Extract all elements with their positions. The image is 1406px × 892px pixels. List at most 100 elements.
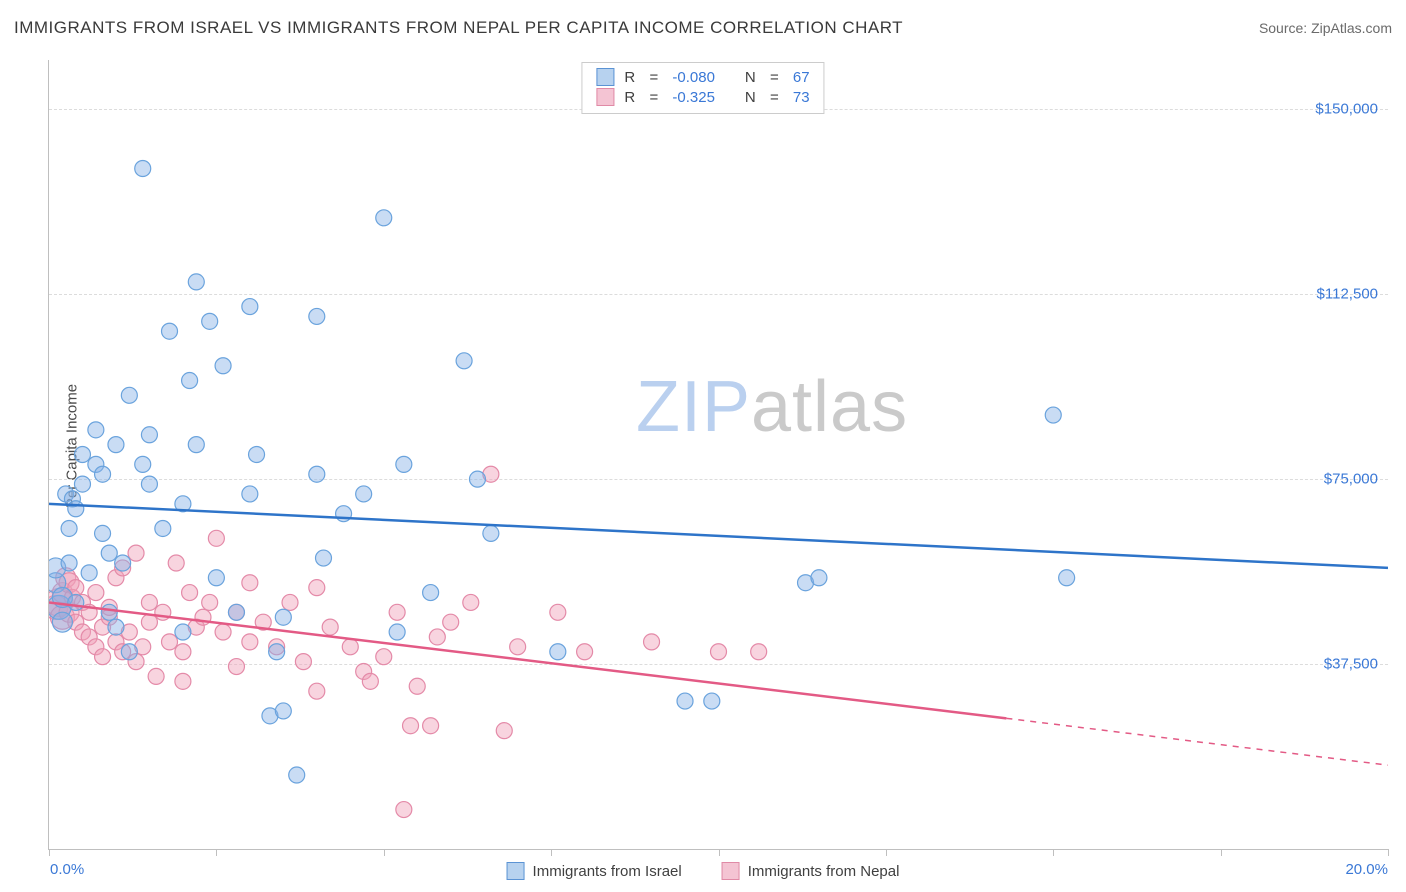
legend-item-nepal: Immigrants from Nepal (722, 862, 900, 880)
legend-row-nepal: R = -0.325 N = 73 (596, 87, 809, 107)
data-point (469, 471, 485, 487)
data-point (463, 594, 479, 610)
data-point (275, 609, 291, 625)
data-point (135, 456, 151, 472)
data-point (74, 476, 90, 492)
data-point (550, 604, 566, 620)
data-point (155, 520, 171, 536)
x-tick (719, 849, 720, 856)
data-point (289, 767, 305, 783)
data-point (309, 580, 325, 596)
data-point (95, 525, 111, 541)
swatch-israel-icon (596, 68, 614, 86)
swatch-nepal-icon (596, 88, 614, 106)
data-point (61, 555, 77, 571)
x-tick (886, 849, 887, 856)
data-point (208, 570, 224, 586)
data-point (396, 456, 412, 472)
data-point (342, 639, 358, 655)
data-point (295, 654, 311, 670)
data-point (483, 525, 499, 541)
data-point (101, 545, 117, 561)
data-point (275, 703, 291, 719)
data-point (188, 437, 204, 453)
data-point (228, 659, 244, 675)
data-point (362, 673, 378, 689)
data-point (95, 466, 111, 482)
correlation-legend: R = -0.080 N = 67 R = -0.325 N = 73 (581, 62, 824, 114)
data-point (423, 718, 439, 734)
data-point (577, 644, 593, 660)
x-tick (1053, 849, 1054, 856)
data-point (188, 274, 204, 290)
data-point (409, 678, 425, 694)
data-point (175, 644, 191, 660)
data-point (141, 614, 157, 630)
series-legend: Immigrants from Israel Immigrants from N… (507, 862, 900, 880)
regression-line (49, 602, 1006, 718)
swatch-nepal-icon (722, 862, 740, 880)
data-point (249, 447, 265, 463)
data-point (242, 575, 258, 591)
data-point (175, 673, 191, 689)
data-point (376, 649, 392, 665)
data-point (242, 634, 258, 650)
data-point (389, 604, 405, 620)
data-point (322, 619, 338, 635)
data-point (356, 486, 372, 502)
x-tick (1388, 849, 1389, 856)
data-point (182, 585, 198, 601)
data-point (644, 634, 660, 650)
x-tick (551, 849, 552, 856)
swatch-israel-icon (507, 862, 525, 880)
data-point (175, 624, 191, 640)
data-point (242, 299, 258, 315)
data-point (61, 520, 77, 536)
data-point (242, 486, 258, 502)
x-tick (216, 849, 217, 856)
data-point (202, 313, 218, 329)
data-point (1059, 570, 1075, 586)
data-point (108, 437, 124, 453)
data-point (168, 555, 184, 571)
x-tick (1221, 849, 1222, 856)
data-point (182, 373, 198, 389)
x-tick (384, 849, 385, 856)
data-point (429, 629, 445, 645)
legend-label: Immigrants from Israel (533, 863, 682, 880)
data-point (121, 387, 137, 403)
data-point (1045, 407, 1061, 423)
source-attribution: Source: ZipAtlas.com (1259, 20, 1392, 36)
data-point (68, 501, 84, 517)
data-point (496, 723, 512, 739)
data-point (215, 358, 231, 374)
data-point (88, 585, 104, 601)
data-point (141, 427, 157, 443)
legend-row-israel: R = -0.080 N = 67 (596, 67, 809, 87)
data-point (141, 594, 157, 610)
regression-line (49, 504, 1388, 568)
data-point (711, 644, 727, 660)
data-point (677, 693, 693, 709)
data-point (309, 466, 325, 482)
data-point (811, 570, 827, 586)
data-point (704, 693, 720, 709)
data-point (101, 604, 117, 620)
data-point (128, 545, 144, 561)
data-point (141, 476, 157, 492)
data-point (403, 718, 419, 734)
data-point (52, 612, 72, 632)
data-point (68, 594, 84, 610)
data-point (269, 644, 285, 660)
legend-label: Immigrants from Nepal (748, 863, 900, 880)
x-axis-min-label: 0.0% (50, 861, 84, 878)
data-point (121, 644, 137, 660)
data-point (108, 619, 124, 635)
data-point (751, 644, 767, 660)
data-point (389, 624, 405, 640)
data-point (162, 323, 178, 339)
data-point (396, 802, 412, 818)
x-axis-max-label: 20.0% (1345, 861, 1388, 878)
data-point (309, 683, 325, 699)
chart-title: IMMIGRANTS FROM ISRAEL VS IMMIGRANTS FRO… (14, 18, 903, 38)
